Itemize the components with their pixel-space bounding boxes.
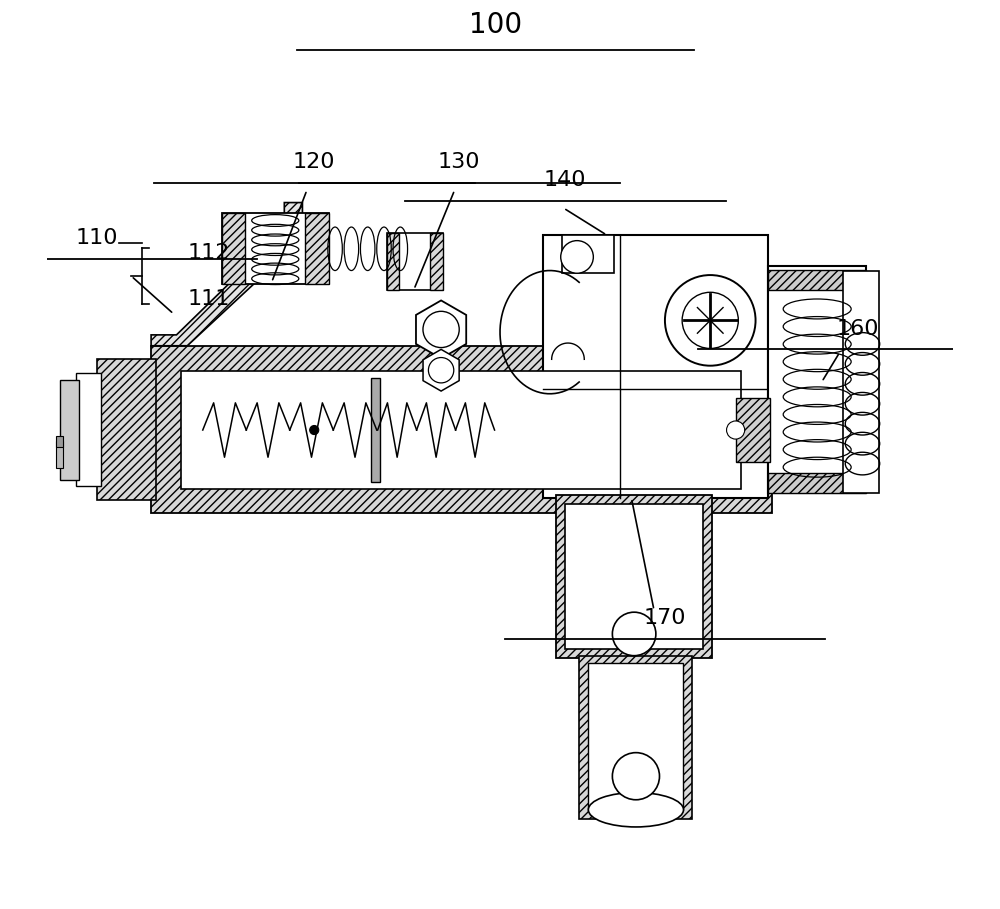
Bar [843,271,879,493]
Bar [565,504,703,649]
Circle shape [682,293,738,348]
Bar [97,359,156,500]
Circle shape [612,753,659,800]
Bar [56,436,63,447]
Circle shape [727,421,745,439]
Bar [387,234,443,290]
Polygon shape [151,203,302,345]
Bar [305,214,329,285]
Bar [768,266,866,493]
Bar [56,441,63,468]
Polygon shape [416,301,466,358]
Bar [579,655,692,819]
Text: 111: 111 [187,289,230,309]
Text: 160: 160 [837,318,879,338]
Bar [543,235,768,498]
Bar [222,214,245,285]
Text: 112: 112 [187,244,230,264]
Text: 110: 110 [75,228,118,248]
Circle shape [310,425,319,435]
Bar [736,398,770,462]
Bar [768,270,866,290]
Bar [588,663,683,810]
Bar [768,473,866,493]
Circle shape [428,357,454,383]
Circle shape [612,612,656,655]
Bar [430,234,443,290]
Bar [556,495,712,658]
Bar [76,373,101,486]
Bar [222,214,329,285]
Ellipse shape [588,793,684,827]
Text: 170: 170 [644,608,686,628]
Circle shape [561,241,593,274]
Text: 120: 120 [293,152,335,172]
Text: 130: 130 [438,152,480,172]
Bar [371,378,380,482]
Bar [562,235,614,274]
Text: 100: 100 [469,12,522,39]
Circle shape [665,275,756,365]
Text: 140: 140 [544,170,586,190]
Bar [181,371,741,489]
Polygon shape [423,349,459,391]
Bar [60,380,79,480]
Bar [151,345,772,514]
Bar [387,234,399,290]
Circle shape [423,311,459,347]
